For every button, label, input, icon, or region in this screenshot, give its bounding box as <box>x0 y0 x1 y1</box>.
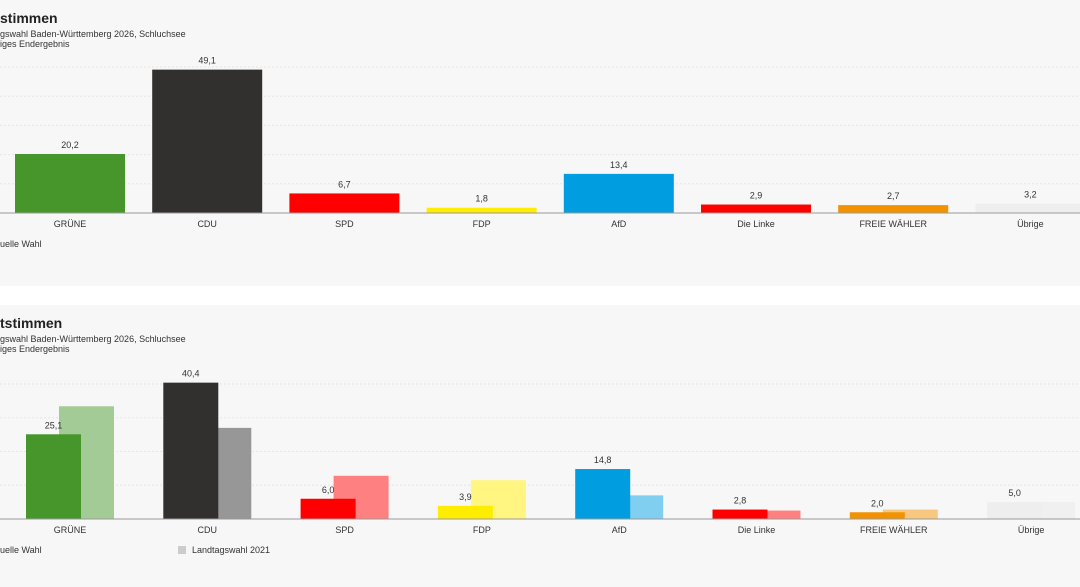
data-label-6: 2,0 <box>871 498 884 508</box>
chart-title: stimmen <box>0 10 58 26</box>
bar-current-1 <box>152 69 263 214</box>
bar-current-7 <box>975 203 1080 213</box>
category-label-5: Die Linke <box>737 219 775 229</box>
chart-title: tstimmen <box>0 315 63 331</box>
bar-current-5 <box>712 509 768 519</box>
category-label-4: AfD <box>611 219 627 229</box>
chart-panel-2: tstimmen gswahl Baden-Württemberg 2026, … <box>0 305 1080 587</box>
bar-current-3 <box>426 207 537 213</box>
bar-current-4 <box>575 469 631 519</box>
data-label-5: 2,9 <box>750 191 763 201</box>
data-label-6: 2,7 <box>887 191 900 201</box>
bar-current-2 <box>300 498 356 519</box>
category-label-2: SPD <box>335 219 354 229</box>
data-label-1: 40,4 <box>182 369 200 379</box>
bar-current-0 <box>26 434 81 519</box>
data-label-7: 5,0 <box>1008 488 1021 498</box>
category-label-3: FDP <box>473 525 491 535</box>
legend-swatch-previous <box>178 546 186 554</box>
legend-label-current: uelle Wahl <box>0 239 42 249</box>
data-label-2: 6,0 <box>322 485 335 495</box>
data-label-5: 2,8 <box>734 496 747 506</box>
data-label-4: 14,8 <box>594 455 612 465</box>
bar-current-2 <box>289 193 400 213</box>
category-label-6: FREIE WÄHLER <box>860 525 928 535</box>
category-label-7: Übrige <box>1017 219 1044 229</box>
bar-current-1 <box>163 382 219 519</box>
bar-chart-2: 25,1 GRÜNE 40,4 CDU 6,0 SPD 3,9 FDP 14,8 AfD 2,8 Di… <box>0 369 1080 535</box>
legend-label-current: uelle Wahl <box>0 545 42 555</box>
bar-current-7 <box>987 502 1043 519</box>
bar-current-3 <box>437 505 493 519</box>
data-label-0: 20,2 <box>61 140 79 150</box>
bar-current-6 <box>838 205 949 213</box>
category-label-0: GRÜNE <box>54 219 87 229</box>
bar-current-5 <box>701 204 811 213</box>
category-label-4: AfD <box>612 525 628 535</box>
data-label-3: 1,8 <box>475 194 488 204</box>
category-label-5: Die Linke <box>738 525 776 535</box>
data-label-0: 25,1 <box>45 420 63 430</box>
legend-item-previous[interactable]: Landtagswahl 2021 <box>178 545 270 555</box>
bar-chart-1: 20,2 GRÜNE 49,1 CDU 6,7 SPD 1,8 FDP 13,4 AfD 2,9 Di… <box>0 56 1080 229</box>
bar-current-0 <box>15 154 125 213</box>
chart-panel-1: stimmen gswahl Baden-Württemberg 2026, S… <box>0 0 1080 286</box>
chart-status: iges Endergebnis <box>0 39 70 49</box>
chart-subtitle: gswahl Baden-Württemberg 2026, Schluchse… <box>0 29 186 39</box>
legend-label-previous: Landtagswahl 2021 <box>192 545 271 555</box>
data-label-4: 13,4 <box>610 160 628 170</box>
data-label-3: 3,9 <box>459 492 472 502</box>
legend-item-current[interactable]: uelle Wahl <box>0 545 42 555</box>
category-label-3: FDP <box>473 219 491 229</box>
chart-status: iges Endergebnis <box>0 344 70 354</box>
chart-subtitle: gswahl Baden-Württemberg 2026, Schluchse… <box>0 334 186 344</box>
bar-current-6 <box>849 512 905 519</box>
category-label-0: GRÜNE <box>54 525 87 535</box>
bar-current-4 <box>563 173 674 213</box>
data-label-1: 49,1 <box>198 56 216 66</box>
category-label-1: CDU <box>198 525 218 535</box>
bar-previous-5 <box>745 510 801 519</box>
category-label-2: SPD <box>335 525 354 535</box>
data-label-7: 3,2 <box>1024 190 1037 200</box>
bar-previous-6 <box>882 509 938 519</box>
category-label-1: CDU <box>197 219 217 229</box>
legend-item-current[interactable]: uelle Wahl <box>0 239 42 249</box>
category-label-6: FREIE WÄHLER <box>859 219 927 229</box>
category-label-7: Übrige <box>1018 525 1045 535</box>
data-label-2: 6,7 <box>338 179 351 189</box>
